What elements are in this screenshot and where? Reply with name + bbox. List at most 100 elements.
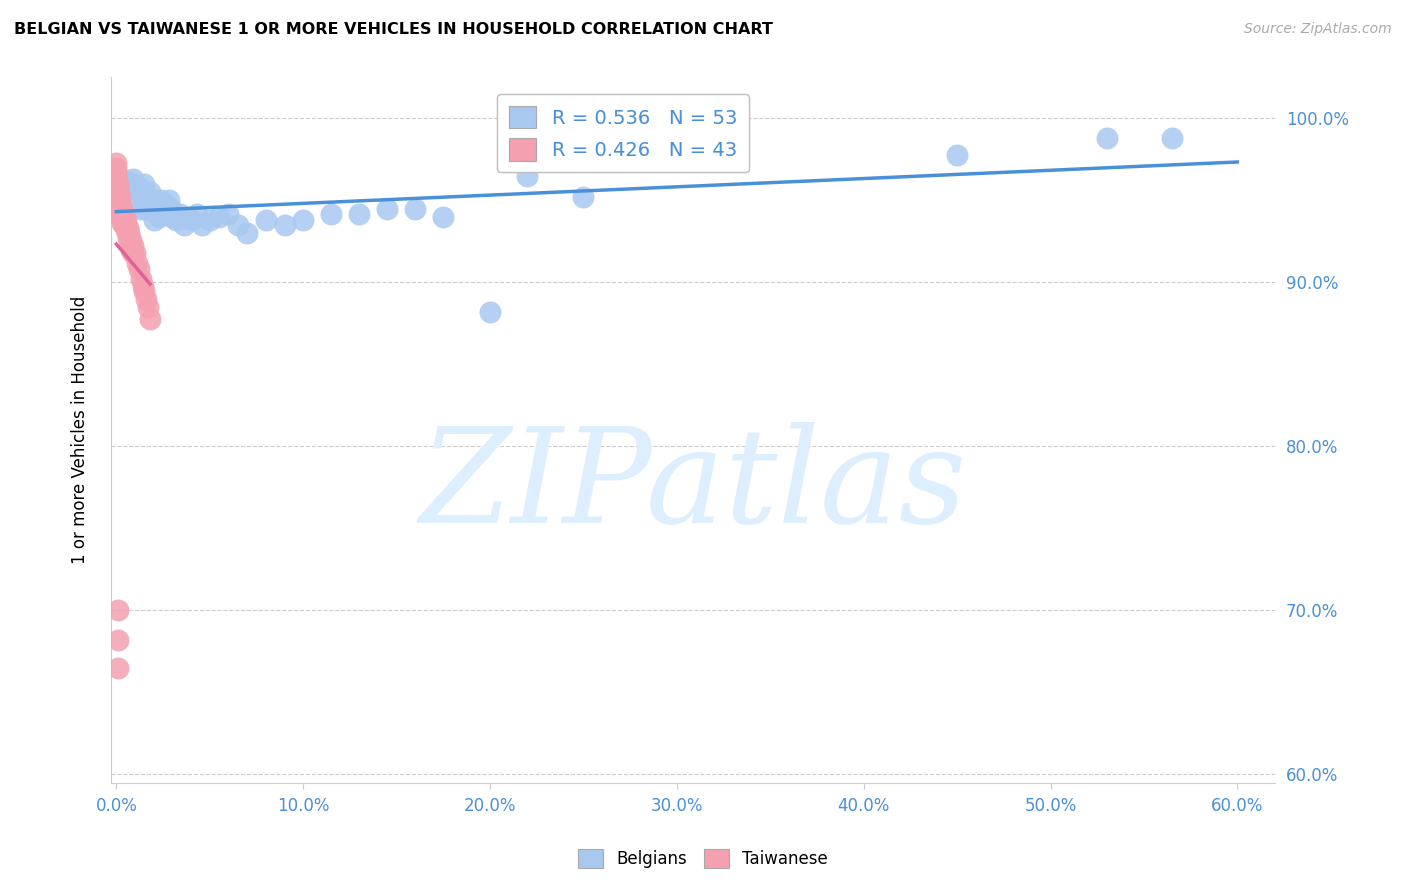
- Point: [108, 210, 131, 224]
- Point: [572, 190, 595, 204]
- Point: [946, 147, 969, 161]
- Point: [134, 284, 156, 298]
- Point: [112, 213, 135, 227]
- Point: [122, 246, 145, 260]
- Point: [135, 292, 157, 306]
- Point: [111, 177, 134, 191]
- Point: [150, 194, 173, 208]
- Point: [112, 206, 135, 220]
- Point: [105, 161, 128, 175]
- Point: [135, 202, 157, 216]
- Text: Source: ZipAtlas.com: Source: ZipAtlas.com: [1244, 22, 1392, 37]
- Point: [186, 206, 208, 220]
- Point: [120, 243, 142, 257]
- Point: [125, 186, 148, 200]
- Point: [107, 186, 129, 200]
- Point: [131, 278, 153, 293]
- Point: [112, 218, 135, 232]
- Point: [105, 155, 128, 169]
- Point: [165, 213, 187, 227]
- Point: [176, 210, 198, 224]
- Point: [111, 210, 134, 224]
- Point: [136, 300, 159, 314]
- Point: [118, 180, 141, 194]
- Point: [129, 272, 152, 286]
- Point: [516, 169, 538, 183]
- Point: [128, 262, 150, 277]
- Point: [111, 202, 134, 216]
- Point: [148, 210, 170, 224]
- Point: [479, 305, 502, 319]
- Point: [404, 202, 426, 216]
- Point: [1095, 131, 1118, 145]
- Point: [191, 218, 214, 232]
- Point: [254, 213, 277, 227]
- Point: [198, 213, 221, 227]
- Point: [128, 180, 150, 194]
- Point: [117, 229, 139, 244]
- Point: [105, 169, 128, 183]
- Y-axis label: 1 or more Vehicles in Household: 1 or more Vehicles in Household: [72, 296, 89, 564]
- Point: [125, 256, 148, 270]
- Point: [153, 196, 176, 211]
- Point: [142, 213, 165, 227]
- Point: [129, 202, 152, 216]
- Point: [136, 190, 159, 204]
- Text: ZIPatlas: ZIPatlas: [419, 422, 966, 551]
- Point: [111, 216, 134, 230]
- Point: [141, 196, 163, 211]
- Point: [108, 190, 131, 204]
- Point: [292, 213, 315, 227]
- Point: [146, 206, 169, 220]
- Point: [114, 223, 136, 237]
- Point: [152, 202, 174, 216]
- Point: [139, 311, 162, 326]
- Point: [107, 177, 129, 191]
- Point: [118, 226, 141, 240]
- Point: [107, 632, 129, 647]
- Point: [120, 177, 142, 191]
- Point: [162, 210, 184, 224]
- Point: [226, 218, 249, 232]
- Point: [156, 206, 179, 220]
- Point: [134, 177, 156, 191]
- Point: [107, 661, 129, 675]
- Point: [169, 206, 191, 220]
- Point: [236, 226, 259, 240]
- Legend: R = 0.536   N = 53, R = 0.426   N = 43: R = 0.536 N = 53, R = 0.426 N = 43: [498, 95, 748, 172]
- Point: [321, 206, 343, 220]
- Point: [131, 188, 153, 202]
- Point: [105, 180, 128, 194]
- Point: [349, 206, 371, 220]
- Point: [208, 210, 231, 224]
- Point: [114, 213, 136, 227]
- Text: BELGIAN VS TAIWANESE 1 OR MORE VEHICLES IN HOUSEHOLD CORRELATION CHART: BELGIAN VS TAIWANESE 1 OR MORE VEHICLES …: [14, 22, 773, 37]
- Legend: Belgians, Taiwanese: Belgians, Taiwanese: [571, 843, 835, 875]
- Point: [273, 218, 295, 232]
- Point: [107, 603, 129, 617]
- Point: [108, 196, 131, 211]
- Point: [180, 213, 202, 227]
- Point: [114, 174, 136, 188]
- Point: [159, 202, 181, 216]
- Point: [120, 233, 142, 247]
- Point: [157, 194, 180, 208]
- Point: [139, 186, 162, 200]
- Point: [107, 202, 129, 216]
- Point: [124, 177, 146, 191]
- Point: [432, 210, 454, 224]
- Point: [173, 218, 195, 232]
- Point: [217, 206, 239, 220]
- Point: [107, 194, 129, 208]
- Point: [117, 221, 139, 235]
- Point: [118, 235, 141, 249]
- Point: [375, 202, 398, 216]
- Point: [105, 174, 128, 188]
- Point: [122, 239, 145, 253]
- Point: [129, 194, 152, 208]
- Point: [107, 180, 129, 194]
- Point: [105, 164, 128, 178]
- Point: [122, 172, 145, 186]
- Point: [145, 202, 167, 216]
- Point: [124, 246, 146, 260]
